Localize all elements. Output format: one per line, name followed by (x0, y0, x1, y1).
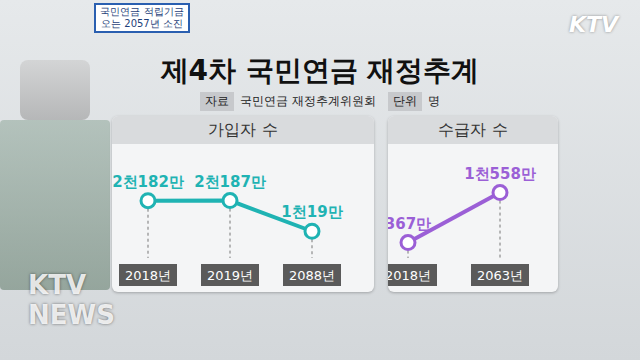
html-text:제4차 국민연금 재정추계: 제4차 국민연금 재정추계 (160, 54, 480, 87)
svg-text:2063년: 2063년 (477, 268, 523, 283)
svg-text:1천19만: 1천19만 (281, 203, 342, 221)
svg-text:2019년: 2019년 (207, 268, 253, 283)
svg-text:2천182만: 2천182만 (112, 173, 184, 191)
html-text:수급자 수: 수급자 수 (438, 120, 508, 139)
html-text:NEWS: NEWS (28, 300, 115, 330)
svg-text:2088년: 2088년 (289, 268, 335, 283)
svg-text:367만: 367만 (388, 215, 431, 233)
html-text:명: 명 (427, 94, 440, 108)
html-text:단위: 단위 (392, 94, 417, 108)
svg-text:1천558만: 1천558만 (464, 165, 536, 183)
svg-text:2018년: 2018년 (388, 268, 431, 283)
html-text:국민연금 재정추계위원회: 국민연금 재정추계위원회 (240, 94, 376, 108)
html-text:자료: 자료 (205, 94, 230, 108)
html-text:국민연금 적립기금: 국민연금 적립기금 (100, 6, 184, 17)
html-text:KTV: KTV (28, 270, 86, 300)
html-text:가입자 수: 가입자 수 (208, 120, 278, 139)
html-text:KTV: KTV (568, 12, 618, 37)
svg-text:2018년: 2018년 (125, 268, 171, 283)
html-text:오는 2057년 소진: 오는 2057년 소진 (101, 18, 183, 29)
svg-text:2천187만: 2천187만 (194, 173, 266, 191)
